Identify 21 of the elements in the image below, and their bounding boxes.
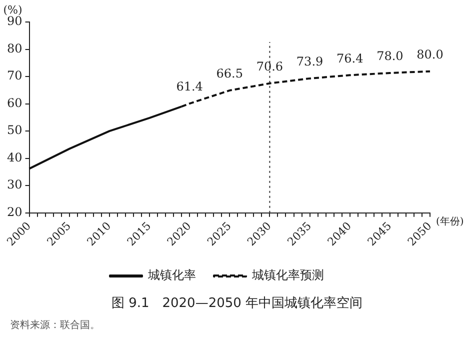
annotation: 66.5 (216, 66, 243, 81)
x-axis-title: (年份) (436, 215, 464, 228)
y-tick-label: 30 (6, 178, 22, 192)
y-tick-label: 20 (6, 204, 22, 219)
y-tick-label: 90 (6, 14, 22, 28)
y-tick-label: 70 (6, 68, 22, 83)
legend-label: 城镇化率 (147, 268, 196, 282)
text: 资料来源：联合国。 (10, 318, 101, 332)
annotation: 80.0 (416, 47, 444, 62)
annotation: 76.4 (336, 51, 364, 66)
annotation: 73.9 (296, 54, 324, 69)
y-tick-label: 80 (6, 41, 22, 56)
y-axis-title: (%) (3, 3, 22, 16)
y-tick-label: 50 (6, 123, 22, 138)
legend-label: 城镇化率预测 (251, 268, 324, 282)
text: 图 9.1 2020—2050 年中国城镇化率空间 (110, 295, 364, 312)
annotation: 61.4 (176, 80, 204, 94)
annotation: 78.0 (376, 49, 404, 64)
y-tick-label: 40 (6, 150, 22, 164)
annotation: 70.6 (256, 59, 284, 74)
y-tick-label: 60 (6, 96, 22, 110)
